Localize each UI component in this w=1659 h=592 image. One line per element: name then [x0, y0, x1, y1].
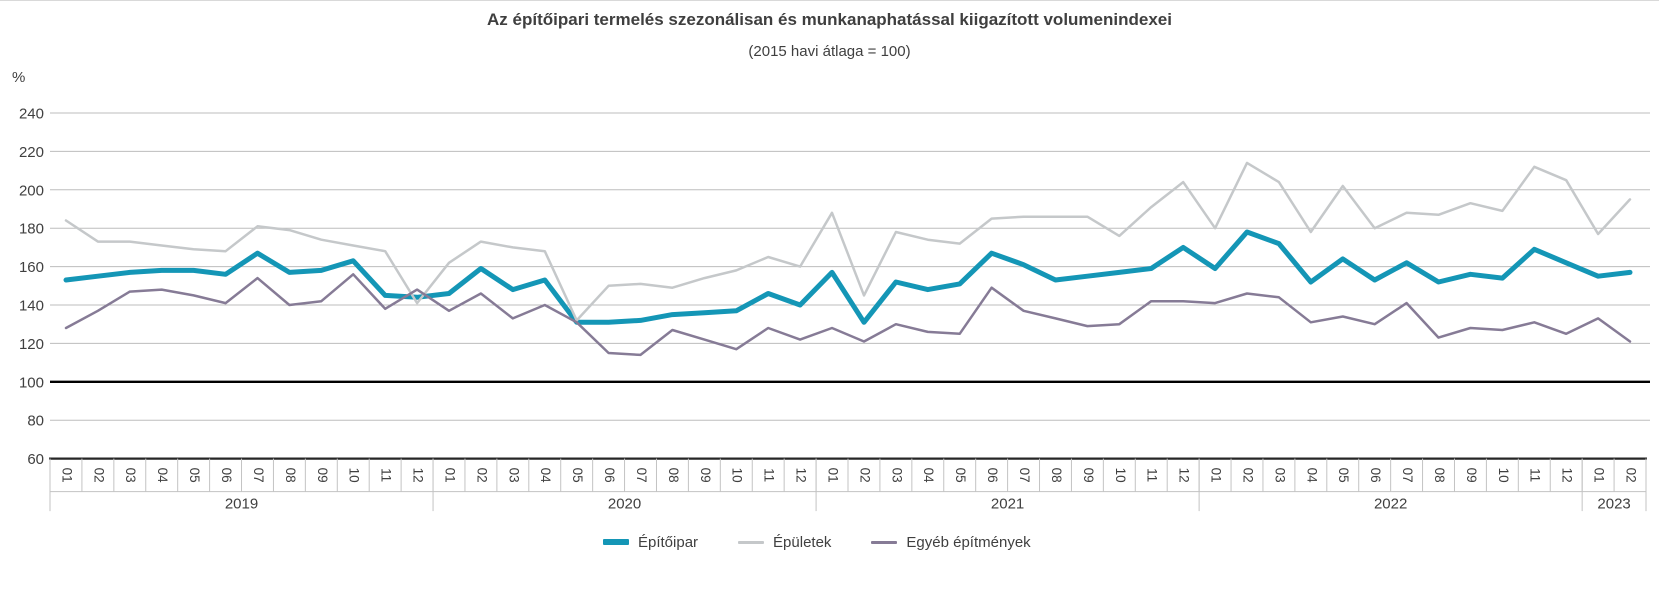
legend-item-egyeb-epitmenyek: Egyéb építmények	[871, 532, 1031, 552]
x-month-label: 05	[953, 468, 968, 483]
x-year-label: 2023	[1597, 496, 1630, 513]
y-tick-label: 160	[19, 259, 44, 276]
x-month-label: 03	[1272, 468, 1287, 483]
x-month-label: 02	[91, 468, 106, 483]
x-month-label: 08	[1049, 468, 1064, 483]
y-tick-label: 240	[19, 106, 44, 123]
legend-item-epuletek: Épületek	[738, 532, 831, 552]
y-tick-label: 80	[27, 413, 44, 430]
x-year-label: 2019	[225, 496, 258, 513]
x-month-label: 03	[123, 468, 138, 483]
x-month-label: 10	[1496, 468, 1511, 483]
x-month-label: 03	[889, 468, 904, 483]
y-tick-label: 100	[19, 374, 44, 391]
y-tick-label: 200	[19, 182, 44, 199]
series-line-0	[63, 229, 1633, 325]
x-month-label: 06	[1368, 468, 1383, 483]
x-month-label: 11	[762, 468, 777, 482]
series-line-1	[64, 161, 1632, 322]
legend-swatch-egyeb-epitmenyek	[871, 540, 898, 544]
x-month-label: 02	[1240, 468, 1255, 483]
x-month-label: 08	[1432, 468, 1447, 483]
x-month-label: 09	[698, 468, 713, 483]
x-month-label: 09	[1464, 468, 1479, 483]
x-month-label: 10	[730, 468, 745, 483]
x-month-label: 08	[666, 468, 681, 483]
x-month-label: 12	[794, 468, 809, 483]
x-month-label: 01	[1209, 468, 1224, 483]
x-month-label: 02	[474, 468, 489, 483]
legend-swatch-epuletek	[738, 540, 765, 544]
legend-label-epuletek: Épületek	[773, 533, 832, 551]
x-month-label: 08	[283, 468, 298, 483]
x-month-label: 01	[442, 468, 457, 483]
x-month-label: 07	[634, 468, 649, 483]
x-month-label: 09	[1081, 468, 1096, 483]
chart-title: Az építőipari termelés szezonálisan és m…	[487, 10, 1172, 29]
y-axis-unit-label: %	[12, 69, 26, 86]
x-month-label: 11	[1145, 468, 1160, 482]
x-month-label: 06	[219, 468, 234, 483]
legend-item-epitoipar: Építőipar	[603, 532, 698, 552]
x-month-label: 01	[59, 468, 74, 483]
x-month-label: 05	[1336, 468, 1351, 483]
legend-label-epitoipar: Építőipar	[638, 533, 699, 551]
x-month-label: 11	[1528, 468, 1543, 482]
y-tick-label: 60	[27, 451, 44, 468]
chart-subtitle: (2015 havi átlaga = 100)	[748, 43, 911, 60]
chart-legend: Építőipar Épületek Egyéb építmények	[603, 532, 1031, 552]
x-month-label: 02	[857, 468, 872, 483]
x-month-label: 03	[506, 468, 521, 483]
x-month-label: 07	[251, 468, 266, 483]
x-month-label: 05	[187, 468, 202, 483]
x-month-label: 07	[1400, 468, 1415, 483]
x-month-label: 04	[921, 468, 936, 484]
x-month-label: 01	[825, 468, 840, 483]
x-month-label: 04	[538, 468, 553, 484]
x-month-label: 12	[411, 468, 426, 483]
legend-swatch-epitoipar	[603, 539, 629, 545]
x-month-label: 12	[1560, 468, 1575, 483]
x-year-label: 2021	[991, 496, 1024, 513]
x-month-label: 07	[1017, 468, 1032, 483]
x-month-label: 10	[1113, 468, 1128, 483]
x-month-label: 09	[315, 468, 330, 483]
x-month-label: 06	[985, 468, 1000, 483]
y-tick-label: 140	[19, 298, 44, 315]
x-month-label: 01	[1592, 468, 1607, 483]
series-line-2	[64, 273, 1632, 357]
x-month-label: 11	[379, 468, 394, 482]
x-month-label: 04	[155, 468, 170, 484]
legend-label-egyeb-epitmenyek: Egyéb építmények	[906, 533, 1031, 551]
x-year-label: 2020	[608, 496, 641, 513]
x-month-label: 02	[1623, 468, 1638, 483]
y-tick-label: 220	[19, 144, 44, 161]
x-month-label: 04	[1304, 468, 1319, 484]
x-year-label: 2022	[1374, 496, 1407, 513]
x-month-label: 10	[347, 468, 362, 483]
x-month-label: 12	[1177, 468, 1192, 483]
x-month-label: 06	[602, 468, 617, 483]
x-month-label: 05	[570, 468, 585, 483]
y-tick-label: 120	[19, 336, 44, 353]
y-tick-label: 180	[19, 221, 44, 238]
